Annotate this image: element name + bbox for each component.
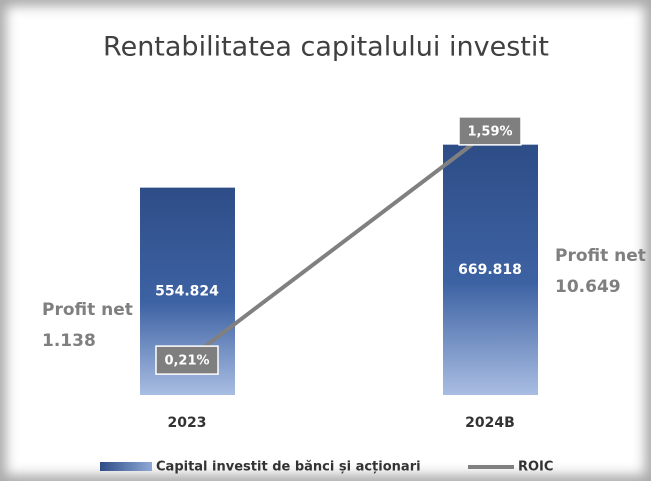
chart-title: Rentabilitatea capitalului investit [103, 32, 549, 63]
bar [443, 144, 538, 395]
bar-value-label: 554.824 [155, 283, 219, 299]
roic-label-box [155, 345, 219, 375]
bar-value-label: 669.818 [458, 262, 522, 278]
annotation: Profit net [42, 300, 133, 320]
x-tick-label: 2024B [465, 415, 515, 431]
annotation: 1.138 [42, 331, 96, 351]
annotation: Profit net [555, 246, 646, 266]
legend-label: Capital investit de bănci și acționari [156, 460, 421, 475]
roic-line [185, 129, 492, 362]
annotation: 10.649 [555, 277, 621, 297]
legend-label: ROIC [518, 460, 553, 475]
roic-label-box [458, 116, 522, 146]
x-tick-label: 2023 [168, 415, 207, 431]
legend-swatch-bar [100, 462, 152, 471]
roic-value-label: 1,59% [467, 124, 512, 139]
roic-value-label: 0,21% [164, 354, 209, 369]
